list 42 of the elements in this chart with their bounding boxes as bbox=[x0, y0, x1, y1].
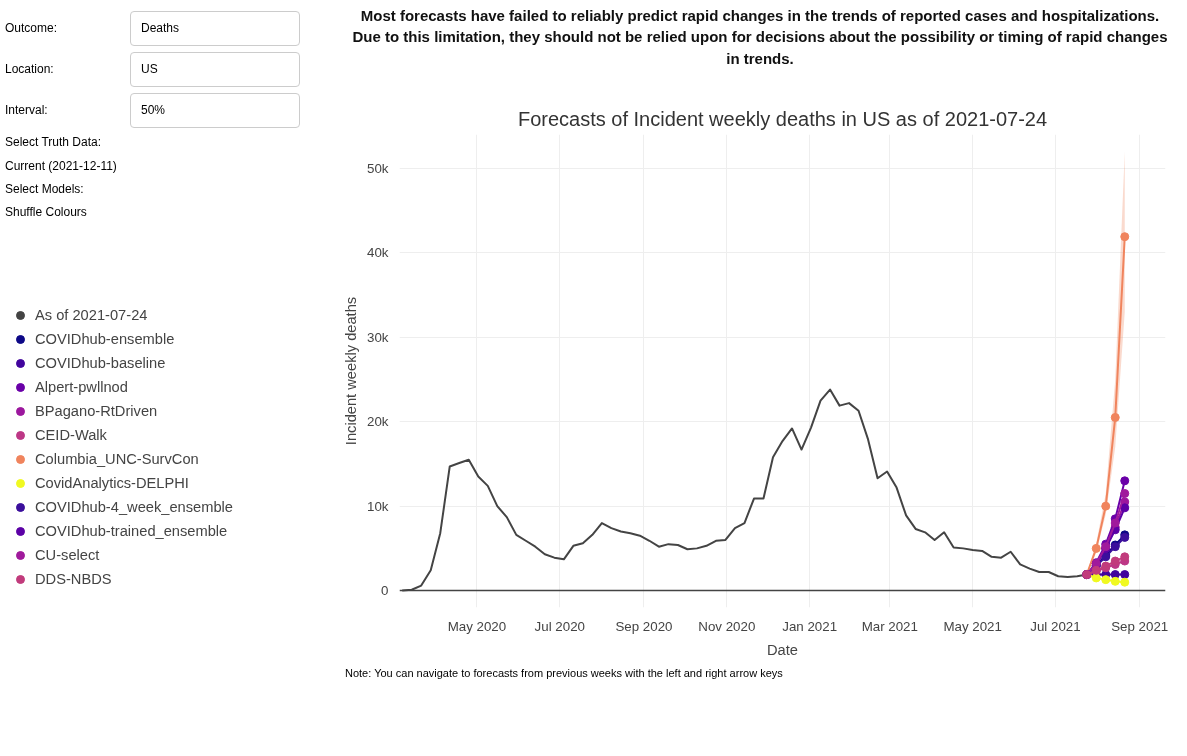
x-axis-title: Date bbox=[767, 641, 798, 658]
chart-title: Forecasts of Incident weekly deaths in US as of 2021-07-24 bbox=[517, 107, 1048, 130]
text: Deaths bbox=[130, 11, 300, 47]
legend-label: DDS-NBDS bbox=[35, 571, 112, 587]
legend-label: As of 2021-07-24 bbox=[35, 307, 148, 323]
x-tick-label: Sep 2021 bbox=[1111, 618, 1169, 634]
y-tick-label: 30k bbox=[367, 329, 389, 345]
text: Shuffle Colours bbox=[5, 203, 88, 221]
y-tick-label: 20k bbox=[367, 414, 389, 430]
text: Note: You can navigate to forecasts from previous weeks with the left and right arrow keys bbox=[345, 666, 783, 681]
legend-label: Alpert-pwllnod bbox=[35, 379, 128, 395]
legend-label: COVIDhub-ensemble bbox=[35, 331, 175, 347]
x-tick-label: Mar 2021 bbox=[861, 618, 918, 634]
y-tick-label: 40k bbox=[367, 245, 389, 261]
chart-subtitle: Most forecasts have failed to reliably predict rapid changes in the trends of reported cases and hospitalizations. Due to this limitation, they should not be relied upon for decisions about the possibility or timing of rapid changes in trends. bbox=[351, 6, 1169, 69]
y-tick-label: 50k bbox=[367, 160, 389, 176]
text: Select Truth Data: bbox=[5, 134, 103, 152]
legend-label: COVIDhub-baseline bbox=[35, 355, 166, 371]
text: 50% bbox=[130, 93, 300, 129]
text: Outcome: bbox=[5, 20, 59, 37]
x-tick-label: Jan 2021 bbox=[782, 618, 838, 634]
x-tick-label: May 2021 bbox=[943, 618, 1002, 634]
text: US bbox=[130, 52, 300, 88]
text: Interval: bbox=[5, 102, 49, 120]
text: Location: bbox=[5, 61, 55, 79]
x-tick-label: Jul 2020 bbox=[534, 618, 585, 634]
legend-label: Columbia_UNC-SurvCon bbox=[35, 451, 199, 467]
x-tick-label: Jul 2021 bbox=[1030, 618, 1081, 634]
x-tick-label: Sep 2020 bbox=[615, 618, 673, 634]
legend-label: CU-select bbox=[35, 547, 100, 563]
y-tick-label: 0 bbox=[381, 583, 389, 599]
y-tick-label: 10k bbox=[367, 498, 389, 514]
y-axis-title: Incident weekly deaths bbox=[343, 296, 360, 446]
legend-label: BPagano-RtDriven bbox=[35, 403, 158, 419]
legend-label: COVIDhub-trained_ensemble bbox=[35, 523, 228, 539]
x-tick-label: May 2020 bbox=[447, 618, 507, 634]
text: Select Models: bbox=[5, 180, 85, 198]
legend-label: CovidAnalytics-DELPHI bbox=[35, 475, 189, 491]
legend-label: CEID-Walk bbox=[35, 427, 107, 443]
legend-label: COVIDhub-4_week_ensemble bbox=[35, 499, 233, 515]
text: Current (2021-12-11) bbox=[5, 157, 118, 175]
x-tick-label: Nov 2020 bbox=[698, 618, 756, 634]
